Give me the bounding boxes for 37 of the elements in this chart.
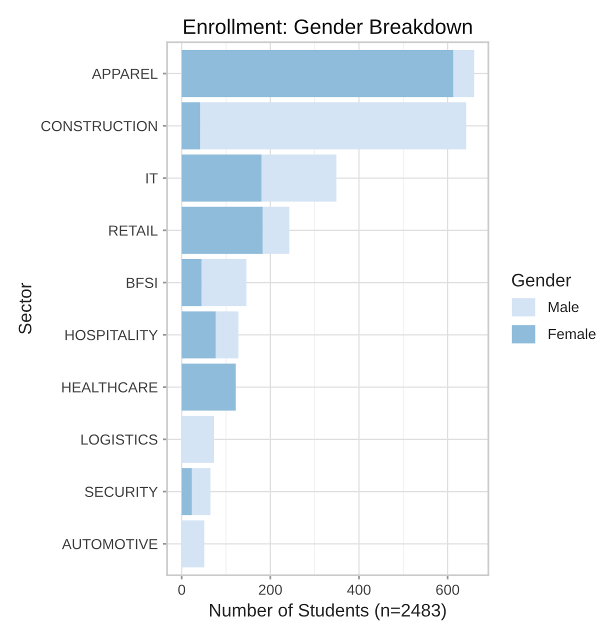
legend-label: Male <box>548 301 579 312</box>
legend-title: Gender <box>512 273 572 287</box>
bar <box>262 206 290 254</box>
y-tick-label: HEALTHCARE <box>62 382 158 393</box>
bar <box>182 468 192 516</box>
x-tick-label: 0 <box>178 584 186 595</box>
bar <box>453 50 474 98</box>
bar <box>182 364 236 411</box>
y-tick-label: AUTOMOTIVE <box>62 538 158 550</box>
bar <box>182 102 200 150</box>
y-tick-label: RETAIL <box>109 226 158 236</box>
bar <box>182 206 263 254</box>
y-tick-label: IT <box>146 173 158 184</box>
x-axis-title: Number of Students (n=2483) <box>210 603 446 620</box>
bar <box>182 416 214 463</box>
y-tick-label: APPAREL <box>92 68 158 79</box>
bar <box>182 520 204 568</box>
bar <box>192 468 211 516</box>
bar <box>182 50 454 98</box>
y-tick-label: CONSTRUCTION <box>41 120 157 132</box>
y-tick-label: SECURITY <box>84 486 158 498</box>
x-tick-label: 600 <box>436 584 460 595</box>
y-axis-title: Sector <box>18 282 32 334</box>
chart-title: Enrollment: Gender Breakdown <box>184 18 472 34</box>
x-tick-label: 400 <box>347 584 371 595</box>
bar <box>202 259 246 306</box>
bar <box>200 102 466 150</box>
x-tick-label: 200 <box>258 584 282 595</box>
bar <box>182 259 202 306</box>
bar <box>216 311 238 358</box>
y-tick-label: HOSPITALITY <box>66 330 158 340</box>
bar <box>182 311 216 358</box>
bar <box>261 154 336 202</box>
bar <box>182 154 262 202</box>
legend-label: Female <box>548 328 596 340</box>
y-tick-label: LOGISTICS <box>81 434 158 445</box>
y-tick-label: BFSI <box>126 278 157 288</box>
